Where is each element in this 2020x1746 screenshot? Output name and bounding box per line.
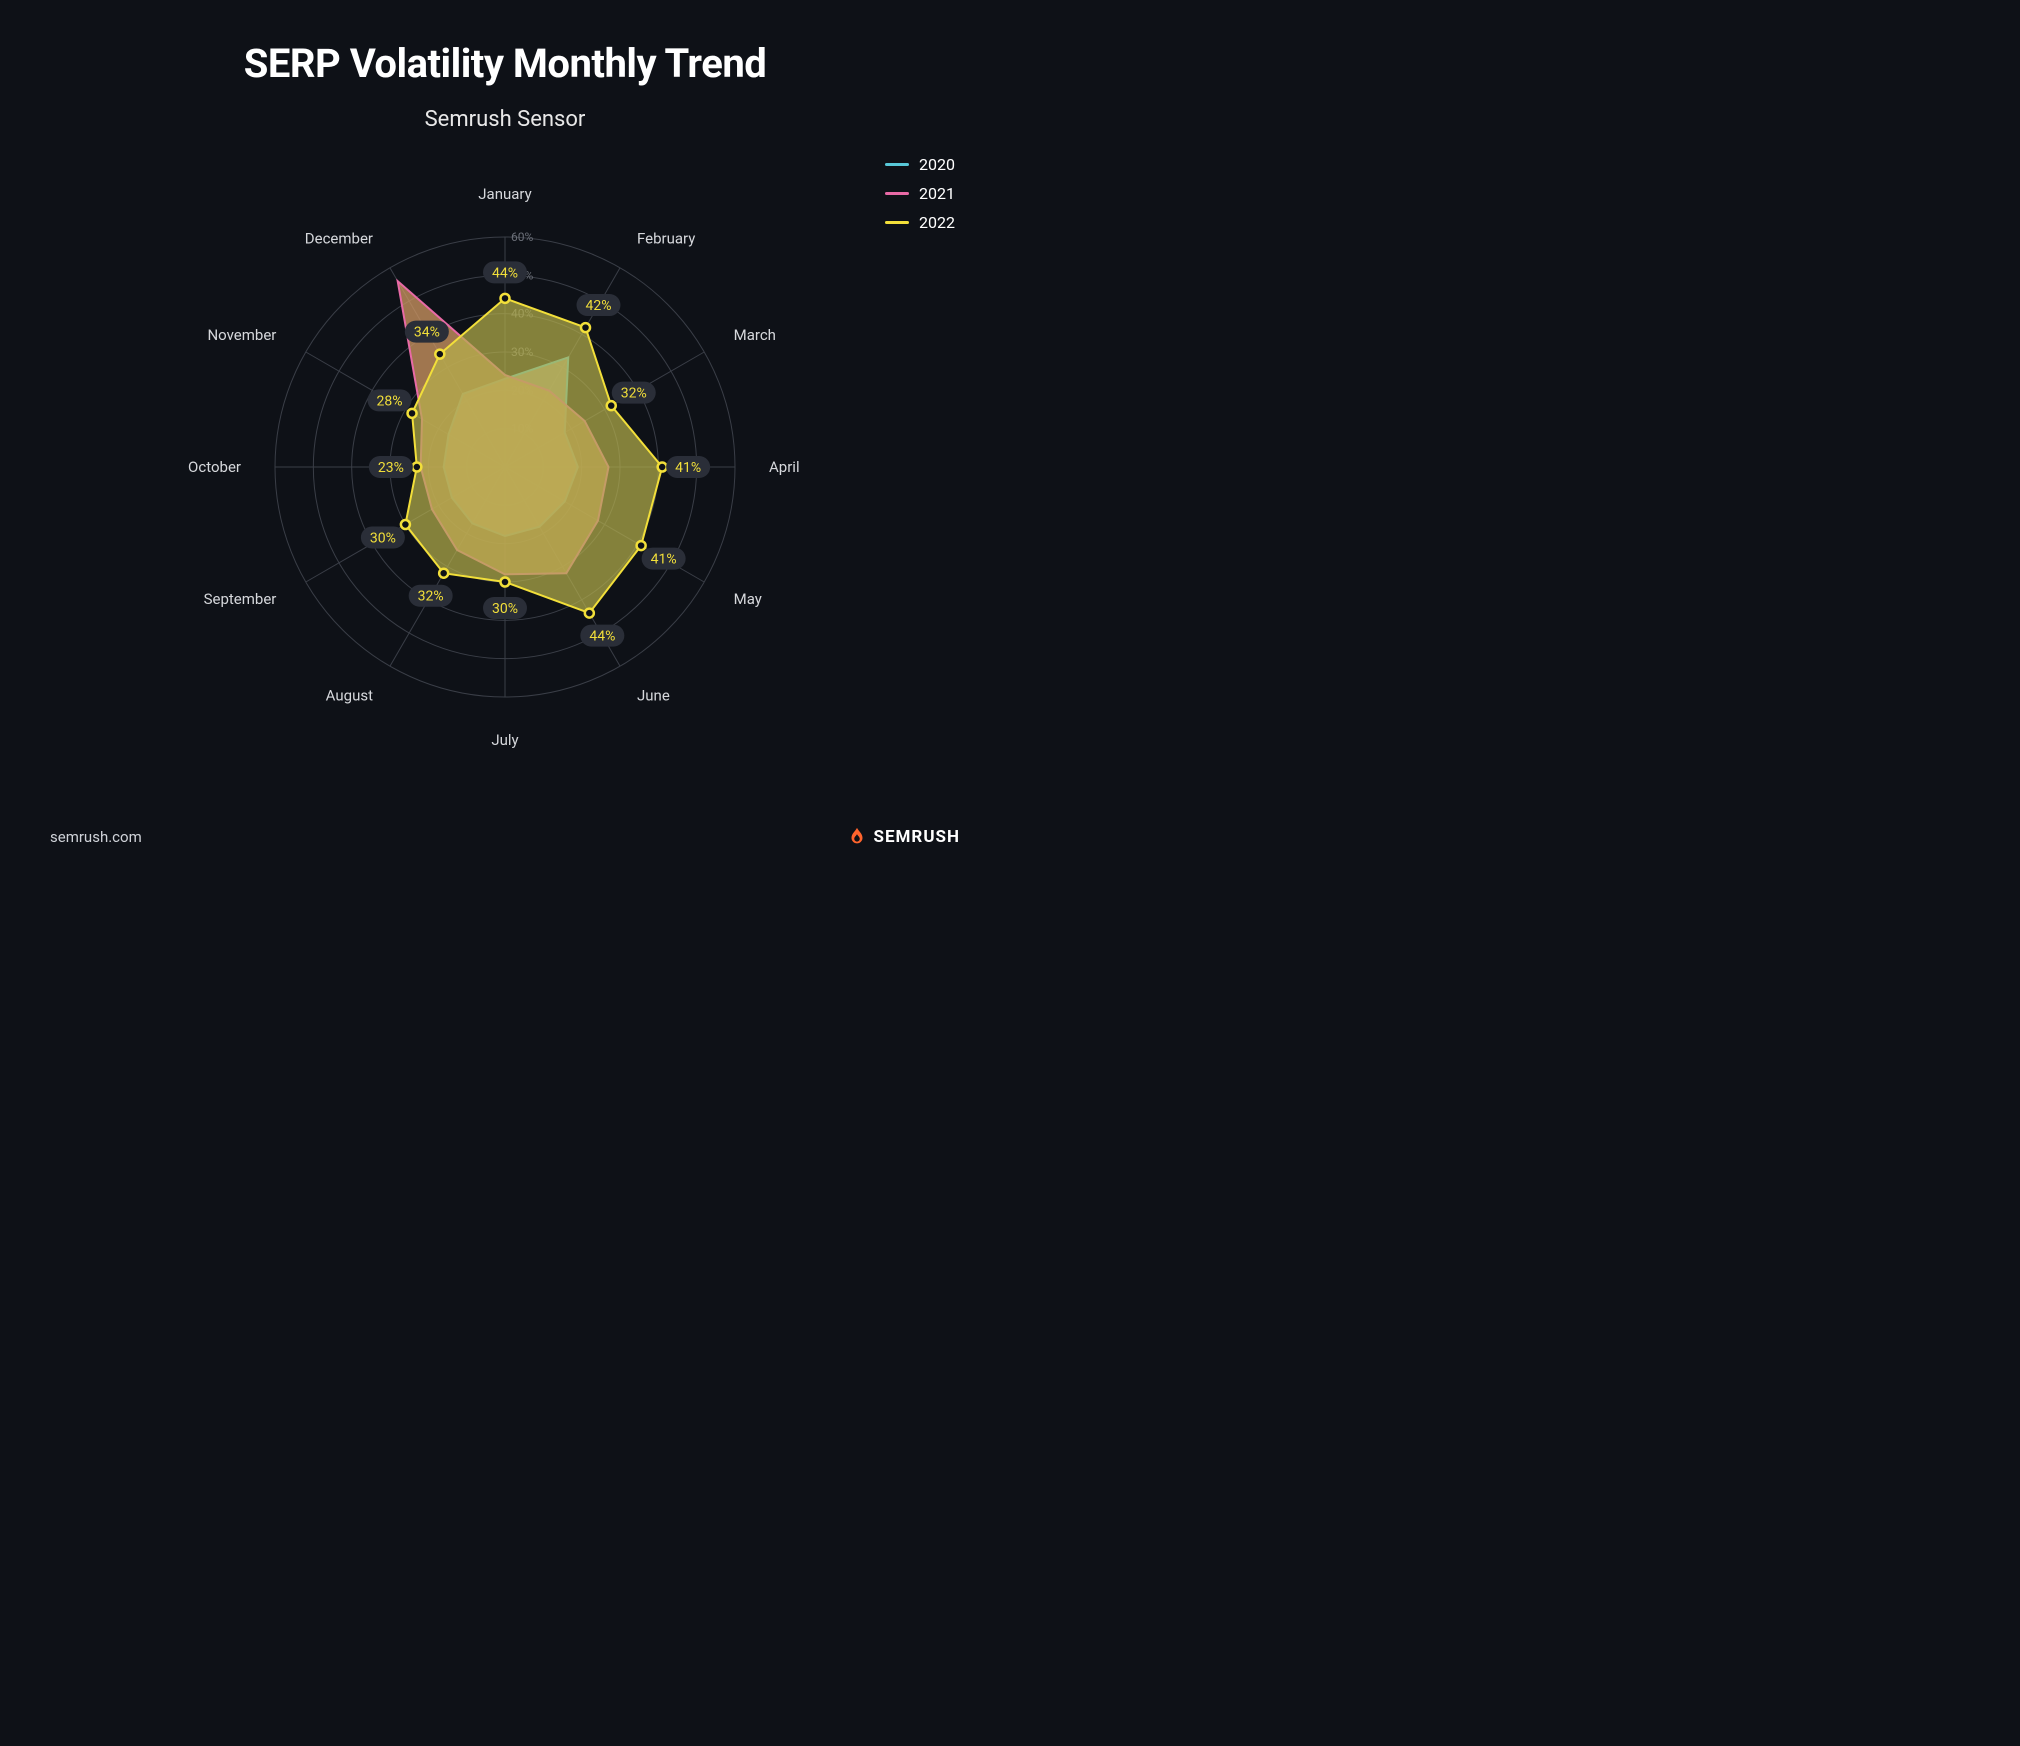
- data-label: 30%: [361, 527, 405, 549]
- legend-label: 2022: [919, 213, 955, 232]
- data-label: 44%: [483, 261, 527, 283]
- svg-text:32%: 32%: [621, 386, 647, 402]
- legend-label: 2021: [919, 184, 955, 203]
- svg-text:32%: 32%: [418, 589, 444, 605]
- svg-text:23%: 23%: [378, 460, 404, 476]
- svg-text:34%: 34%: [414, 325, 440, 341]
- data-label: 41%: [666, 456, 710, 478]
- data-label: 32%: [612, 382, 656, 404]
- legend-item: 2021: [885, 184, 955, 203]
- axis-label: May: [734, 590, 762, 608]
- data-label: 32%: [409, 585, 453, 607]
- legend-item: 2020: [885, 155, 955, 174]
- legend-swatch: [885, 221, 909, 224]
- axis-label: March: [734, 326, 776, 344]
- legend: 2020 2021 2022: [885, 155, 955, 242]
- data-label: 23%: [369, 456, 413, 478]
- axis-label: April: [769, 458, 800, 476]
- svg-text:44%: 44%: [492, 265, 518, 281]
- axis-label: October: [188, 458, 241, 476]
- svg-text:44%: 44%: [589, 629, 615, 645]
- chart-subtitle: Semrush Sensor: [50, 107, 960, 132]
- axis-label: December: [305, 229, 373, 247]
- svg-text:41%: 41%: [651, 552, 677, 568]
- axis-label: January: [478, 185, 531, 203]
- axis-label: August: [326, 687, 373, 705]
- axis-label: July: [491, 731, 518, 749]
- data-label: 44%: [580, 625, 624, 647]
- brand: SEMRUSH: [846, 826, 960, 848]
- chart-title: SERP Volatility Monthly Trend: [50, 40, 960, 87]
- footer-url: semrush.com: [50, 828, 142, 846]
- footer: semrush.com SEMRUSH: [50, 826, 960, 848]
- axis-label: February: [637, 229, 695, 247]
- chart-card: SERP Volatility Monthly Trend Semrush Se…: [0, 0, 1010, 873]
- svg-text:42%: 42%: [586, 298, 612, 314]
- axis-label: November: [207, 326, 276, 344]
- svg-text:41%: 41%: [675, 460, 701, 476]
- axis-label: September: [204, 590, 277, 608]
- svg-text:30%: 30%: [492, 601, 518, 617]
- ring-label: 60%: [511, 230, 533, 244]
- legend-item: 2022: [885, 213, 955, 232]
- svg-text:28%: 28%: [377, 393, 403, 409]
- data-label: 42%: [577, 294, 621, 316]
- legend-swatch: [885, 163, 909, 166]
- brand-flame-icon: [846, 826, 868, 848]
- chart-area: January February March April May June July Augu…: [50, 142, 960, 782]
- data-label: 34%: [405, 321, 449, 343]
- data-label: 41%: [642, 548, 686, 570]
- legend-label: 2020: [919, 155, 955, 174]
- data-label: 30%: [483, 597, 527, 619]
- brand-name: SEMRUSH: [874, 827, 960, 847]
- data-label: 28%: [368, 389, 412, 411]
- radar-chart: January February March April May June July Augu…: [125, 142, 885, 782]
- svg-text:30%: 30%: [370, 531, 396, 547]
- legend-swatch: [885, 192, 909, 195]
- axis-label: June: [637, 687, 670, 705]
